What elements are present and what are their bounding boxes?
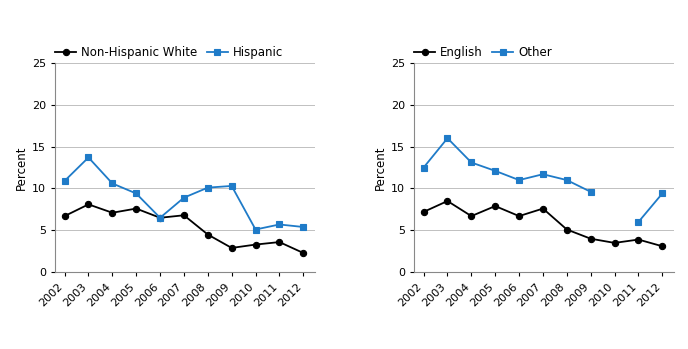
Non-Hispanic White <box>61 214 69 218</box>
English <box>420 210 428 214</box>
English <box>467 214 475 218</box>
Hispanic <box>132 191 140 195</box>
Hispanic <box>275 222 283 227</box>
Hispanic <box>180 195 188 200</box>
Non-Hispanic White <box>108 211 116 215</box>
Non-Hispanic White <box>204 232 212 237</box>
Non-Hispanic White <box>132 207 140 211</box>
Other <box>515 178 523 182</box>
Other <box>443 136 451 140</box>
Other <box>420 165 428 170</box>
English <box>658 244 667 248</box>
Non-Hispanic White <box>156 216 164 220</box>
Line: Non-Hispanic White: Non-Hispanic White <box>61 201 306 256</box>
English <box>634 237 643 242</box>
English <box>515 214 523 218</box>
Hispanic <box>251 228 259 232</box>
English <box>587 237 595 241</box>
Line: Other: Other <box>420 135 594 195</box>
Hispanic <box>204 186 212 190</box>
English <box>539 207 547 211</box>
Hispanic <box>61 179 69 183</box>
Other <box>587 190 595 194</box>
Non-Hispanic White <box>275 240 283 244</box>
Legend: Non-Hispanic White, Hispanic: Non-Hispanic White, Hispanic <box>55 46 283 59</box>
Y-axis label: Percent: Percent <box>14 145 28 190</box>
Hispanic <box>108 181 116 186</box>
Other <box>467 161 475 165</box>
Non-Hispanic White <box>228 246 236 250</box>
English <box>491 204 499 208</box>
Non-Hispanic White <box>299 251 308 255</box>
Hispanic <box>156 216 164 220</box>
Other <box>491 169 499 173</box>
English <box>443 199 451 203</box>
Legend: English, Other: English, Other <box>414 46 552 59</box>
Hispanic <box>85 155 93 159</box>
Non-Hispanic White <box>85 202 93 207</box>
Line: Hispanic: Hispanic <box>61 154 306 233</box>
English <box>563 228 571 232</box>
Other <box>539 172 547 176</box>
Line: English: English <box>420 198 665 250</box>
Hispanic <box>228 184 236 188</box>
Non-Hispanic White <box>180 213 188 217</box>
Hispanic <box>299 225 308 229</box>
English <box>610 241 619 245</box>
Y-axis label: Percent: Percent <box>374 145 387 190</box>
Other <box>563 178 571 182</box>
Non-Hispanic White <box>251 243 259 247</box>
